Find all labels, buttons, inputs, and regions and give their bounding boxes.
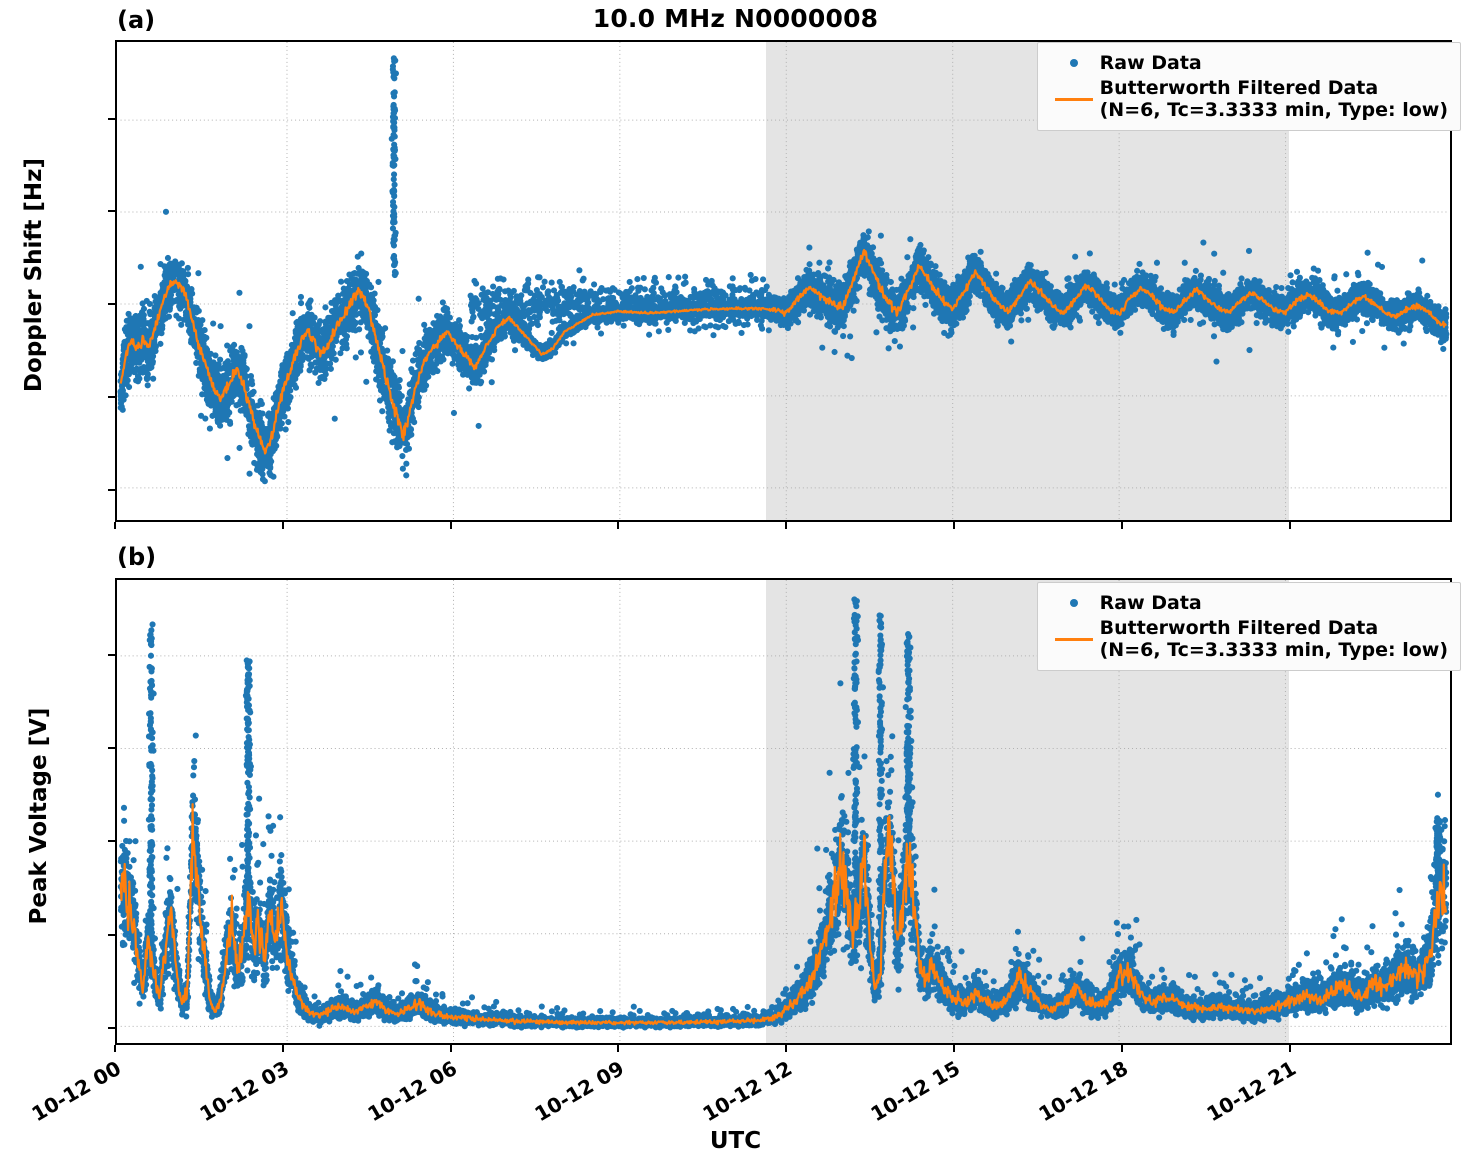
y-tick-mark	[108, 117, 115, 120]
line-segment-icon	[1048, 637, 1100, 641]
legend-entry-filtered-data: Butterworth Filtered Data (N=6, Tc=3.333…	[1048, 617, 1448, 662]
legend-label-filtered-data: Butterworth Filtered Data (N=6, Tc=3.333…	[1099, 77, 1448, 122]
x-tick-mark	[1120, 1045, 1123, 1052]
x-tick-mark	[114, 1045, 116, 1052]
panel-b-y-axis-label: Peak Voltage [V]	[26, 707, 52, 925]
x-tick-mark	[785, 522, 788, 529]
x-tick-mark	[114, 522, 116, 529]
y-tick-label: −2	[0, 478, 9, 502]
y-tick-mark	[108, 653, 115, 656]
y-tick-label: 0.2	[0, 829, 9, 853]
y-tick-mark	[108, 395, 115, 398]
x-tick-mark	[953, 1045, 956, 1052]
x-tick-mark	[449, 1045, 452, 1052]
y-tick-mark	[108, 303, 115, 306]
panel-b-legend: Raw Data Butterworth Filtered Data (N=6,…	[1036, 582, 1461, 671]
x-tick-mark	[953, 522, 956, 529]
x-tick-mark	[281, 1045, 284, 1052]
y-tick-label: −1	[0, 385, 9, 409]
panel-a-y-axis-label: Doppler Shift [Hz]	[21, 157, 47, 393]
legend-label-raw-data: Raw Data	[1099, 591, 1202, 614]
y-tick-mark	[108, 746, 115, 749]
legend-label-filtered-data: Butterworth Filtered Data (N=6, Tc=3.333…	[1099, 617, 1448, 662]
y-tick-mark	[108, 1027, 115, 1030]
y-tick-label: 0.1	[0, 923, 9, 947]
x-tick-mark	[617, 1045, 620, 1052]
panel-b-data-series	[117, 596, 1450, 1031]
x-tick-mark	[1288, 522, 1291, 529]
y-tick-label: 2	[0, 107, 9, 131]
x-tick-mark	[785, 1045, 788, 1052]
legend-entry-raw-data: Raw Data	[1048, 51, 1448, 75]
x-tick-mark	[617, 522, 620, 529]
panel-a-legend: Raw Data Butterworth Filtered Data (N=6,…	[1036, 42, 1461, 131]
panel-a-data-series	[117, 55, 1450, 485]
panel-label-a: (a)	[117, 6, 156, 34]
line-segment-icon	[1048, 97, 1100, 101]
x-tick-mark	[449, 522, 452, 529]
legend-entry-raw-data: Raw Data	[1048, 591, 1448, 615]
x-tick-mark	[1288, 1045, 1291, 1052]
y-tick-mark	[108, 488, 115, 491]
figure-title: 10.0 MHz N0000008	[592, 4, 879, 33]
y-tick-mark	[108, 210, 115, 213]
panel-label-b: (b)	[117, 543, 157, 571]
legend-entry-filtered-data: Butterworth Filtered Data (N=6, Tc=3.333…	[1048, 77, 1448, 122]
x-axis-title: UTC	[709, 1128, 762, 1154]
scatter-dot-icon	[1048, 599, 1100, 607]
scatter-dot-icon	[1048, 59, 1100, 67]
x-tick-mark	[281, 522, 284, 529]
y-tick-label: 1	[0, 199, 9, 223]
y-tick-label: 0.4	[0, 643, 9, 667]
y-tick-mark	[108, 933, 115, 936]
y-tick-mark	[108, 840, 115, 843]
y-tick-label: 0.3	[0, 736, 9, 760]
y-tick-label: 0.0	[0, 1016, 9, 1040]
x-tick-mark	[1120, 522, 1123, 529]
panel-b-gridlines	[120, 580, 1447, 1043]
legend-label-raw-data: Raw Data	[1099, 51, 1202, 74]
y-tick-label: 0	[0, 292, 9, 316]
